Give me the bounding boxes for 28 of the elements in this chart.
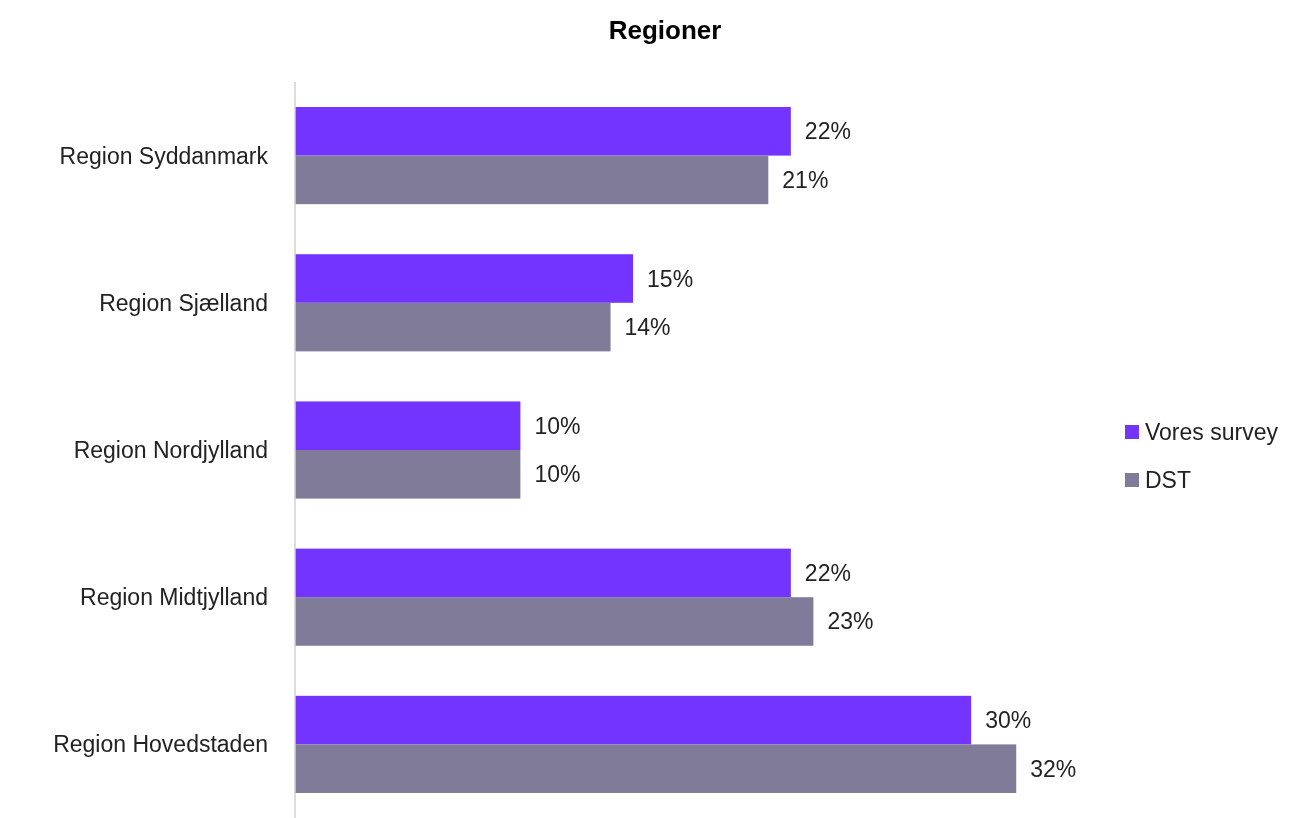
data-label: 10%: [534, 412, 581, 439]
data-label: 22%: [804, 118, 851, 145]
data-label: 14%: [624, 314, 671, 341]
y-tick-label: Region Hovedstaden: [53, 731, 268, 758]
y-tick-label: Region Midtjylland: [80, 584, 268, 611]
bar: [295, 254, 634, 303]
data-label: 30%: [985, 707, 1032, 734]
bar: [295, 744, 1017, 793]
legend-label: DST: [1145, 467, 1191, 493]
y-tick-label: Region Sjælland: [99, 289, 268, 316]
bar: [295, 597, 814, 646]
data-label: 23%: [827, 608, 874, 635]
bar: [295, 401, 521, 450]
bar: [295, 695, 972, 745]
y-tick-label: Region Nordjylland: [73, 437, 268, 463]
data-label: 22%: [804, 559, 851, 586]
data-label: 32%: [1030, 755, 1077, 782]
chart-title: Regioner: [608, 15, 722, 45]
data-label: 10%: [534, 461, 581, 488]
bar: [295, 107, 791, 156]
data-label: 21%: [782, 166, 829, 193]
bar: [295, 302, 611, 352]
bar: [295, 548, 791, 598]
data-label: 15%: [647, 265, 694, 292]
y-tick-label: Region Syddanmark: [59, 142, 269, 169]
bar: [295, 450, 521, 499]
bar: [295, 155, 769, 205]
legend-label: Vores survey: [1145, 419, 1279, 445]
